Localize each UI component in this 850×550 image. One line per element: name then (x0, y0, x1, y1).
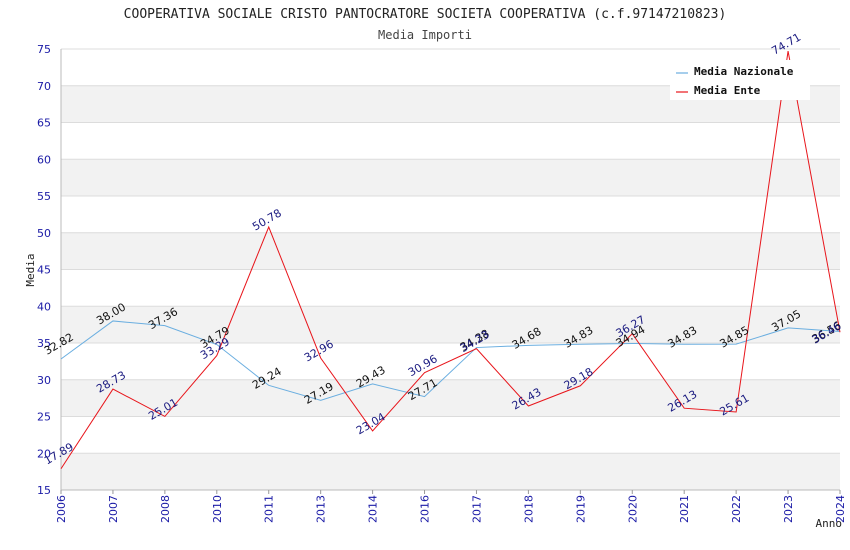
x-axis-ticks: 2006 2007 2008 2010 2011 2013 2014 2016 2017 2018… (55, 490, 847, 523)
legend: Media Nazionale Media Ente (670, 60, 810, 100)
y-axis-label: Media (24, 253, 37, 286)
x-tick-label: 2023 (782, 495, 795, 523)
legend-label-nazionale: Media Nazionale (694, 65, 794, 78)
legend-box (670, 60, 810, 100)
y-tick-label: 45 (37, 264, 51, 277)
x-tick-label: 2019 (574, 495, 587, 523)
y-tick-label: 75 (37, 43, 51, 56)
y-tick-label: 30 (37, 374, 51, 387)
x-tick-label: 2024 (834, 495, 847, 523)
grid-band (61, 306, 840, 343)
y-tick-label: 20 (37, 447, 51, 460)
y-tick-label: 15 (37, 484, 51, 497)
y-tick-label: 35 (37, 337, 51, 350)
x-tick-label: 2017 (470, 495, 483, 523)
x-tick-label: 2011 (263, 495, 276, 523)
x-tick-label: 2006 (55, 495, 68, 523)
x-tick-label: 2016 (419, 495, 432, 523)
x-tick-label: 2013 (315, 495, 328, 523)
chart-subtitle: Media Importi (378, 28, 472, 42)
y-axis-ticks: 15 20 25 30 35 40 45 50 55 60 65 70 75 (37, 43, 51, 497)
x-tick-label: 2020 (626, 495, 639, 523)
chart-title: COOPERATIVA SOCIALE CRISTO PANTOCRATORE … (124, 7, 727, 22)
x-tick-label: 2022 (730, 495, 743, 523)
axes (60, 49, 840, 491)
y-tick-label: 70 (37, 80, 51, 93)
y-tick-label: 55 (37, 190, 51, 203)
y-tick-label: 65 (37, 117, 51, 130)
legend-label-ente: Media Ente (694, 84, 761, 97)
y-tick-label: 40 (37, 300, 51, 313)
x-axis-label: Anno (816, 517, 843, 530)
x-tick-label: 2010 (211, 495, 224, 523)
series-layer (60, 51, 841, 470)
x-tick-label: 2007 (107, 495, 120, 523)
grid-band (61, 453, 840, 490)
x-tick-label: 2018 (522, 495, 535, 523)
y-tick-label: 50 (37, 227, 51, 240)
series-line-nazionale (60, 320, 841, 401)
grid-band (61, 232, 840, 270)
series-line-ente (60, 51, 841, 470)
y-tick-label: 60 (37, 153, 51, 166)
grid-band (61, 159, 840, 196)
x-tick-label: 2008 (159, 495, 172, 523)
y-tick-label: 25 (37, 411, 51, 424)
x-tick-label: 2021 (678, 495, 691, 523)
x-tick-label: 2014 (367, 495, 380, 523)
